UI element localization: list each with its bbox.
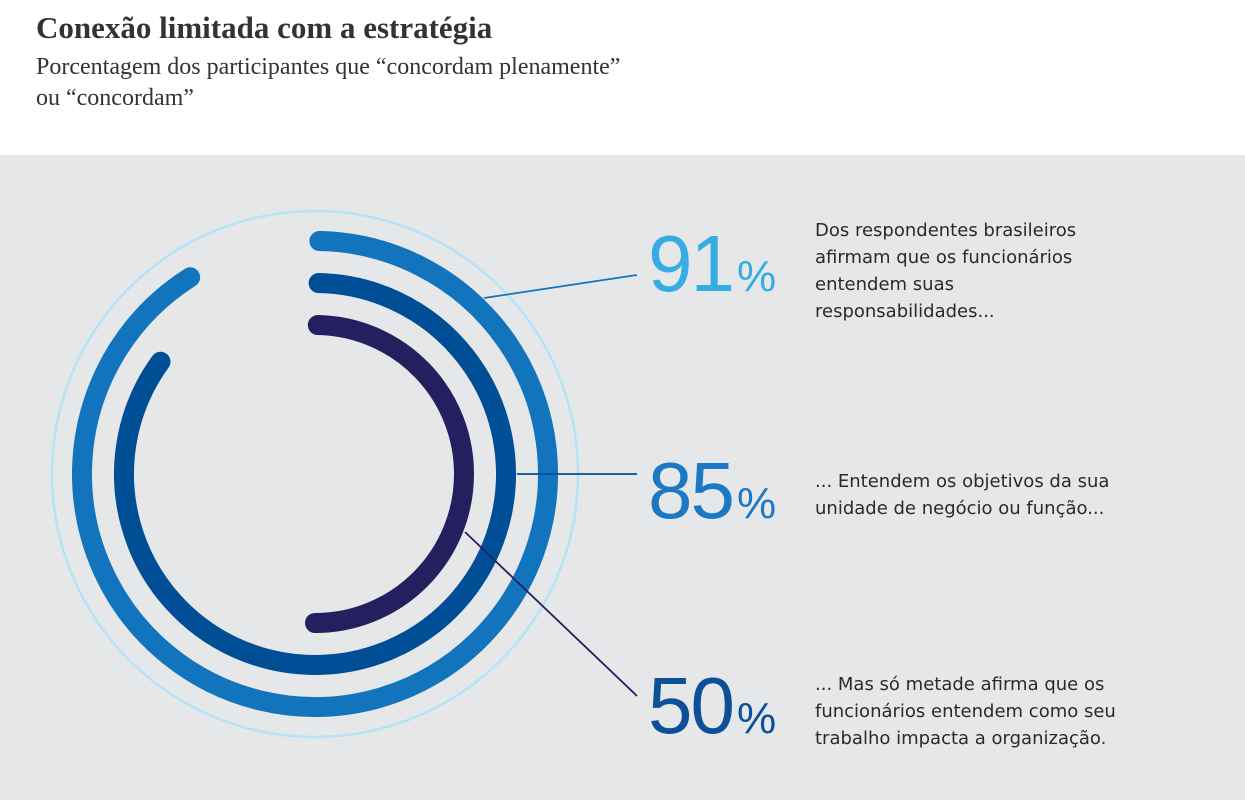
description-91: Dos respondentes brasileiros afirmam que… [815, 220, 1077, 322]
description-50: ... Mas só metade afirma que os funcioná… [815, 674, 1116, 749]
chart-panel [0, 155, 1245, 800]
pct-label-50: 50% [648, 660, 776, 752]
radial-bar-50 [305, 315, 475, 633]
page-subtitle: Porcentagem dos participantes que “conco… [36, 54, 621, 111]
pct-unit: % [736, 694, 776, 743]
description-85: ... Entendem os objetivos da sua unidade… [815, 471, 1110, 519]
pct-unit: % [736, 479, 776, 528]
leader-line-91 [483, 274, 638, 299]
leader-line-50 [464, 531, 638, 697]
radial-bar-91 [72, 231, 558, 717]
pct-label-85: 85% [648, 445, 776, 537]
pct-label-91: 91% [648, 218, 776, 310]
page-title: Conexão limitada com a estratégia [36, 10, 493, 45]
pct-value: 50 [648, 661, 735, 750]
pct-unit: % [736, 252, 776, 301]
pct-value: 91 [648, 219, 735, 308]
pct-value: 85 [648, 446, 735, 535]
radial-bar-85 [114, 273, 516, 675]
